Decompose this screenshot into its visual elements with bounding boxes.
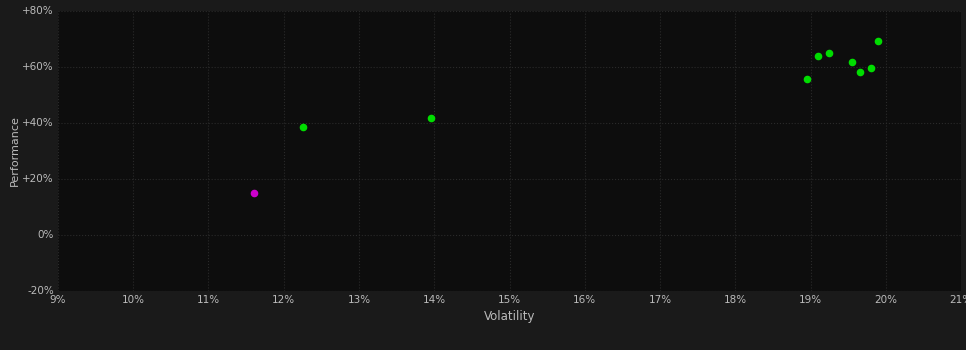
- Point: [246, 190, 262, 196]
- Point: [423, 116, 439, 121]
- Point: [844, 60, 860, 65]
- Point: [870, 38, 886, 44]
- Point: [864, 65, 879, 71]
- X-axis label: Volatility: Volatility: [484, 310, 535, 323]
- Point: [852, 69, 867, 75]
- Point: [810, 53, 826, 59]
- Point: [799, 76, 814, 82]
- Y-axis label: Performance: Performance: [10, 115, 19, 186]
- Point: [822, 50, 838, 56]
- Point: [295, 124, 310, 130]
